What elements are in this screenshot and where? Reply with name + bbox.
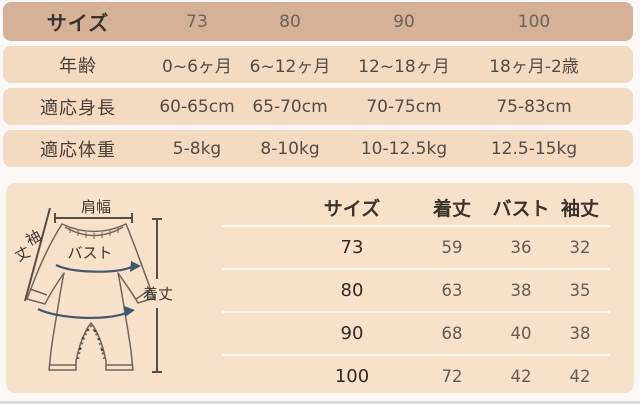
sleeve-length-label-2: 丈 — [12, 243, 34, 266]
size-100: 100 — [517, 11, 551, 32]
m-value-cell: 38 — [569, 324, 591, 343]
row-label: 適応身長 — [40, 97, 116, 119]
cell-value: 10-12.5kg — [360, 138, 448, 159]
measurement-header-row: サイズ 着丈 バスト 袖丈 — [222, 189, 610, 227]
sleeve-length-label-1: 袖 — [23, 227, 45, 250]
m-value-cell: 36 — [510, 238, 532, 257]
sleeve-length-line — [24, 207, 51, 302]
m-value-cell: 42 — [510, 367, 532, 386]
m-size-cell: 90 — [340, 323, 364, 344]
m-header-length: 着丈 — [432, 197, 471, 220]
m-value-cell: 32 — [569, 238, 591, 257]
cell-value: 12~18ヶ月 — [358, 57, 450, 77]
spec-header-label: サイズ — [46, 11, 110, 35]
spec-row-height: 適応身長 60-65cm 65-70cm 70-75cm 75-83cm — [3, 88, 633, 125]
m-size-cell: 80 — [340, 280, 364, 301]
cell-value: 0~6ヶ月 — [162, 57, 232, 77]
cell-value: 8-10kg — [260, 138, 320, 159]
row-label: 年齢 — [59, 55, 97, 77]
romper-outline — [26, 223, 155, 371]
garment-diagram: 肩幅 袖 丈 バスト — [12, 198, 173, 373]
bust-label: バスト — [67, 244, 112, 262]
hip-arrow — [37, 306, 135, 320]
measurement-panel: 肩幅 袖 丈 バスト — [6, 183, 634, 393]
cell-value: 5-8kg — [172, 138, 222, 159]
size-90: 90 — [393, 11, 415, 32]
m-header-bust: バスト — [492, 197, 550, 220]
measurement-row-73: 73 59 36 32 — [222, 227, 610, 270]
bust-arrow — [55, 261, 141, 273]
snap-dots — [78, 328, 104, 352]
cell-value: 65-70cm — [252, 96, 328, 117]
m-value-cell: 59 — [441, 238, 463, 257]
m-value-cell: 35 — [569, 281, 591, 300]
m-value-cell: 38 — [510, 281, 532, 300]
m-value-cell: 72 — [441, 367, 463, 386]
size-spec-table: サイズ 73 80 90 100 年齢 0~6ヶ月 6~12ヶ月 12~18ヶ月… — [3, 2, 633, 172]
spec-row-weight: 適応体重 5-8kg 8-10kg 10-12.5kg 12.5-15kg — [3, 130, 633, 167]
m-size-cell: 100 — [334, 366, 370, 387]
m-value-cell: 63 — [441, 281, 463, 300]
cell-value: 18ヶ月-2歳 — [489, 57, 579, 77]
cell-value: 12.5-15kg — [490, 138, 578, 159]
bottom-divider — [0, 401, 640, 404]
spec-header-row: サイズ 73 80 90 100 — [3, 2, 633, 41]
measurement-row-80: 80 63 38 35 — [222, 270, 610, 313]
measurement-row-90: 90 68 40 38 — [222, 313, 610, 356]
size-80: 80 — [279, 11, 301, 32]
spec-row-age: 年齢 0~6ヶ月 6~12ヶ月 12~18ヶ月 18ヶ月-2歳 — [3, 46, 633, 83]
length-label: 着丈 — [143, 285, 173, 303]
m-value-cell: 68 — [441, 324, 463, 343]
m-header-sleeve: 袖丈 — [560, 197, 599, 220]
cell-value: 60-65cm — [159, 96, 235, 117]
cell-value: 6~12ヶ月 — [249, 57, 331, 77]
cell-value: 70-75cm — [366, 96, 442, 117]
measurement-row-100: 100 72 42 42 — [222, 356, 610, 397]
measurement-table: サイズ 着丈 バスト 袖丈 73 59 36 32 80 63 38 35 90… — [222, 189, 610, 397]
size-73: 73 — [186, 11, 208, 32]
shoulder-width-label: 肩幅 — [81, 198, 111, 216]
m-value-cell: 40 — [510, 324, 532, 343]
m-value-cell: 42 — [569, 367, 591, 386]
m-size-cell: 73 — [340, 237, 364, 258]
row-label: 適応体重 — [40, 139, 116, 161]
shoulder-width-line — [54, 213, 133, 223]
cell-value: 75-83cm — [496, 96, 572, 117]
length-line — [152, 218, 162, 373]
m-header-size: サイズ — [323, 197, 381, 220]
